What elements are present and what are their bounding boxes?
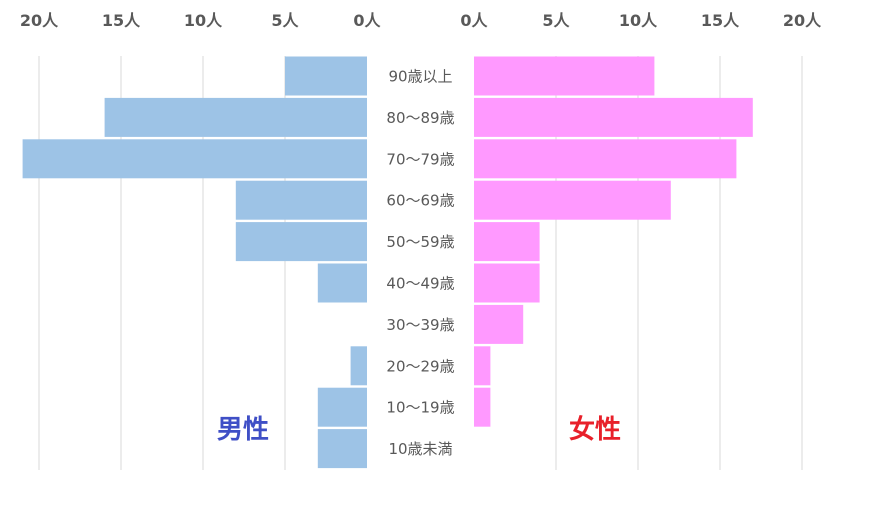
female-bar	[474, 56, 655, 96]
male-bar	[104, 97, 367, 137]
male-bar	[317, 429, 367, 469]
age-group-label: 80〜89歳	[386, 109, 454, 127]
male-bar	[285, 56, 367, 96]
female-bar	[474, 139, 737, 179]
female-bar	[474, 97, 753, 137]
female-series-label: 女性	[569, 414, 621, 445]
male-series-label: 男性	[217, 415, 269, 445]
age-group-label: 60〜69歳	[386, 192, 454, 210]
bars	[22, 56, 753, 469]
series-labels: 男性 女性	[217, 414, 621, 445]
male-bar	[317, 263, 367, 303]
female-bar	[474, 346, 491, 386]
male-bar	[235, 180, 367, 220]
category-labels: 90歳以上 80〜89歳 70〜79歳 60〜69歳 50〜59歳 40〜49歳 30〜39…	[386, 68, 454, 459]
left-axis-tick-label: 20人	[20, 11, 59, 30]
right-axis-tick-label: 20人	[783, 11, 822, 30]
right-axis-tick-label: 0人	[460, 11, 488, 30]
male-bar	[22, 139, 367, 179]
female-bar	[474, 222, 540, 262]
age-group-label: 50〜59歳	[386, 233, 454, 251]
axis-tick-labels: 20人 15人 10人 5人 0人 0人 5人 10人 15人 20人	[20, 11, 822, 30]
right-axis-tick-label: 15人	[701, 11, 740, 30]
left-axis-tick-label: 0人	[353, 11, 381, 30]
male-bar	[235, 222, 367, 262]
left-axis-tick-label: 10人	[184, 11, 223, 30]
age-group-label: 10〜19歳	[386, 399, 454, 417]
right-axis-tick-label: 5人	[542, 11, 570, 30]
age-group-label: 10歳未満	[388, 440, 452, 458]
female-bar	[474, 304, 524, 344]
male-bar	[350, 346, 367, 386]
age-group-label: 90歳以上	[388, 68, 452, 86]
age-group-label: 40〜49歳	[386, 275, 454, 293]
left-axis-tick-label: 5人	[271, 11, 299, 30]
left-axis-tick-label: 15人	[102, 11, 141, 30]
right-axis-tick-label: 10人	[619, 11, 658, 30]
age-group-label: 70〜79歳	[386, 150, 454, 168]
age-group-label: 30〜39歳	[386, 316, 454, 334]
female-bar	[474, 180, 671, 220]
male-bar	[317, 387, 367, 427]
age-group-label: 20〜29歳	[386, 357, 454, 375]
female-bar	[474, 387, 491, 427]
female-bar	[474, 263, 540, 303]
